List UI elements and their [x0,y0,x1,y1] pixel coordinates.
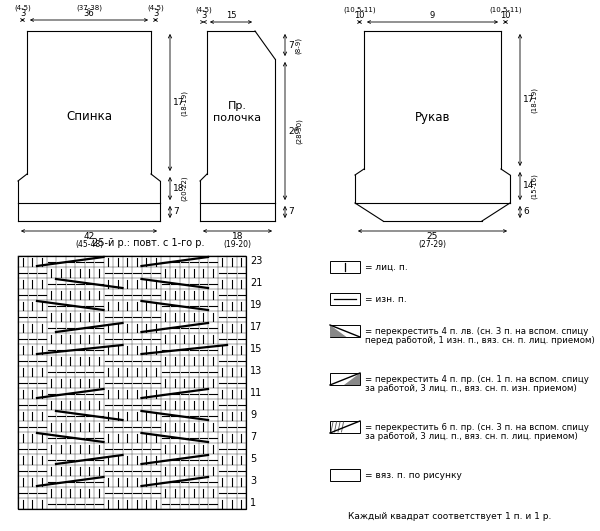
Text: (20-22): (20-22) [181,176,187,201]
Text: (18-19): (18-19) [181,90,187,116]
Text: 1: 1 [250,499,256,509]
Text: Каждый квадрат соответствует 1 п. и 1 р.: Каждый квадрат соответствует 1 п. и 1 р. [349,512,551,521]
Text: 11: 11 [250,389,262,398]
Text: 36: 36 [83,9,94,18]
Text: = перекрестить 6 п. пр. (сн. 3 п. на вспом. спицу: = перекрестить 6 п. пр. (сн. 3 п. на всп… [365,423,589,432]
Text: за работой, 3 лиц. п., вяз. сн. п. изн. приемом): за работой, 3 лиц. п., вяз. сн. п. изн. … [365,384,577,393]
Bar [330,421,360,433]
Text: перед работой, 1 изн. п., вяз. сн. п. лиц. приемом): перед работой, 1 изн. п., вяз. сн. п. ли… [365,336,595,345]
Text: 5: 5 [250,455,256,465]
Text: 26: 26 [288,126,299,135]
Text: 7: 7 [173,208,179,217]
Text: = перекрестить 4 п. пр. (сн. 1 п. на вспом. спицу: = перекрестить 4 п. пр. (сн. 1 п. на всп… [365,375,589,384]
Text: 10: 10 [354,11,365,20]
Bar [330,261,360,273]
Text: (18-19): (18-19) [531,87,538,113]
Text: 25: 25 [427,232,438,241]
Text: 7: 7 [288,40,294,49]
Text: 18: 18 [232,232,243,241]
Text: 14: 14 [523,182,535,191]
Text: 18: 18 [173,184,185,193]
Text: 13: 13 [250,366,262,376]
Text: (37-38): (37-38) [76,4,102,11]
Text: (4-5): (4-5) [147,4,164,11]
Text: (45-48): (45-48) [75,240,103,249]
Text: (4-5): (4-5) [195,6,212,13]
Text: 25-й р.: повт. с 1-го р.: 25-й р.: повт. с 1-го р. [92,238,204,248]
Text: 3: 3 [20,9,25,18]
Text: Рукав: Рукав [415,110,450,124]
Text: (27-29): (27-29) [419,240,446,249]
Text: (8-9): (8-9) [295,37,302,54]
Bar [330,469,360,481]
Text: 17: 17 [173,98,185,107]
Bar [330,373,360,385]
Text: 42: 42 [83,232,95,241]
Text: 9: 9 [430,11,435,20]
Polygon shape [343,373,360,385]
Text: = перекрестить 4 п. лв. (сн. 3 п. на вспом. спицу: = перекрестить 4 п. лв. (сн. 3 п. на всп… [365,327,589,336]
Text: 19: 19 [250,301,262,311]
Text: (19-20): (19-20) [223,240,251,249]
Text: (10,5-11): (10,5-11) [343,6,376,13]
Bar [330,293,360,305]
Text: 10: 10 [500,11,511,20]
Text: 3: 3 [250,476,256,486]
Text: (4-5): (4-5) [14,4,31,11]
Text: 9: 9 [250,410,256,421]
Text: 7: 7 [288,208,294,217]
Text: Спинка: Спинка [66,110,112,124]
Text: 15: 15 [250,345,262,355]
Text: Пр.
полочка: Пр. полочка [214,101,262,123]
Text: за работой, 3 лиц. п., вяз. сн. п. лиц. приемом): за работой, 3 лиц. п., вяз. сн. п. лиц. … [365,432,578,441]
Text: 23: 23 [250,256,262,267]
Text: 17: 17 [523,96,535,105]
Text: = изн. п.: = изн. п. [365,295,407,304]
Text: 17: 17 [250,322,262,332]
Text: 15: 15 [226,11,236,20]
Bar [330,325,360,337]
Text: 3: 3 [201,11,206,20]
Text: 21: 21 [250,278,262,288]
Text: (10,5-11): (10,5-11) [489,6,522,13]
Text: 7: 7 [250,433,256,442]
Text: 6: 6 [523,208,529,217]
Text: (15-16): (15-16) [531,173,538,199]
Text: 3: 3 [153,9,158,18]
Text: = лиц. п.: = лиц. п. [365,263,408,272]
Text: = вяз. п. по рисунку: = вяз. п. по рисунку [365,471,462,480]
Text: (28-30): (28-30) [296,118,302,144]
Bar [18,256,246,509]
Polygon shape [330,325,347,337]
